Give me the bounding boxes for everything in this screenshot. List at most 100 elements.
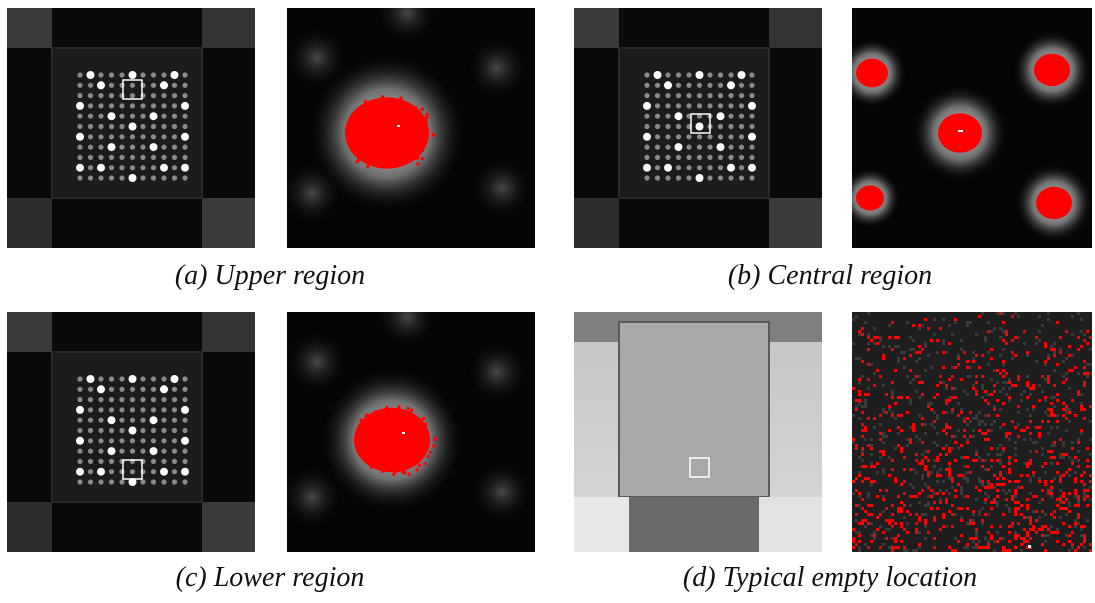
pad-dot	[87, 417, 94, 423]
highlight-blob	[938, 113, 982, 153]
pad-dot	[76, 101, 84, 110]
pad-dot	[161, 479, 167, 485]
pad-dot	[76, 436, 84, 445]
pad-dot	[171, 427, 178, 434]
pad-dot	[675, 72, 682, 78]
pad-dot	[119, 469, 125, 475]
pad-dot	[119, 448, 125, 454]
pad-dot	[717, 72, 724, 78]
pad-dot	[87, 427, 94, 434]
pad-dot	[170, 375, 179, 383]
pad-dot	[98, 144, 104, 150]
pad-dot	[129, 165, 136, 171]
pad-dot	[108, 438, 115, 444]
pad-dot	[77, 479, 83, 485]
pad-dot	[140, 438, 146, 444]
caption-d: (d) Typical empty location	[682, 562, 978, 593]
pad-dot	[128, 375, 137, 383]
pad-dot	[98, 376, 104, 382]
pad-dot	[738, 103, 745, 109]
pad-dot	[129, 103, 136, 109]
pad-dot	[98, 154, 104, 160]
chip-overview-image-b	[574, 8, 822, 248]
pad-dot	[665, 154, 671, 160]
pad-dot	[150, 134, 157, 140]
pad-dot	[128, 71, 137, 79]
selection-box	[690, 113, 711, 134]
pad-dot	[150, 427, 157, 434]
pad-dot	[160, 467, 168, 476]
pad-dot	[171, 479, 178, 485]
pad-dot	[707, 175, 713, 181]
pad-dot	[171, 175, 178, 181]
pad-dot	[738, 123, 745, 130]
pad-dot	[654, 165, 661, 171]
pad-dot	[77, 376, 83, 382]
pad-dot	[140, 72, 146, 78]
pad-dot	[675, 154, 682, 160]
pad-dot	[108, 397, 115, 403]
pad-dot	[654, 144, 661, 150]
pad-dot	[140, 93, 146, 99]
pad-dot	[171, 407, 178, 413]
pad-dot	[654, 93, 661, 99]
pad-dot	[129, 154, 136, 160]
pad-dot	[108, 72, 115, 78]
pad-dot	[675, 103, 682, 109]
pad-dot	[108, 386, 115, 392]
pad-dot	[695, 174, 704, 182]
pad-dot	[161, 458, 167, 464]
pad-dot	[738, 134, 745, 140]
pad-dot	[728, 175, 734, 181]
pad-dot	[119, 417, 125, 423]
pad-dot	[181, 132, 189, 141]
pad-dot	[150, 438, 157, 444]
pad-dot	[119, 103, 125, 109]
pad-dot	[128, 122, 137, 131]
pad-dot	[129, 438, 136, 444]
pad-dot	[675, 82, 682, 88]
pad-dot	[161, 144, 167, 150]
pad-dot	[171, 448, 178, 454]
pad-dot	[665, 103, 671, 109]
pad-dot	[87, 123, 94, 130]
pad-dot	[696, 93, 703, 99]
pad-dot	[87, 407, 94, 413]
pad-dot	[182, 123, 188, 130]
pad-dot	[140, 469, 146, 475]
pad-dot	[738, 93, 745, 99]
zoom-image-c	[287, 312, 535, 552]
pad-dot	[98, 93, 104, 99]
pad-dot	[140, 144, 146, 150]
pad-dot	[150, 93, 157, 99]
pad-dot	[727, 163, 735, 172]
pad-dot	[181, 467, 189, 476]
pad-dot	[161, 103, 167, 109]
pad-dot	[161, 134, 167, 140]
pad-dot	[717, 165, 724, 171]
pad-dot	[150, 123, 157, 130]
pad-dot	[182, 113, 188, 119]
pad-dot	[140, 134, 146, 140]
pad-dot	[749, 113, 755, 119]
pad-dot	[87, 397, 94, 403]
pad-dot	[749, 154, 755, 160]
pad-dot	[161, 376, 167, 382]
pad-dot	[119, 144, 125, 150]
pad-dot	[107, 416, 116, 425]
pad-dot	[182, 376, 188, 382]
pad-dot	[665, 72, 671, 78]
pad-dot	[129, 469, 136, 475]
pad-dot	[87, 113, 94, 119]
pad-dot	[182, 427, 188, 434]
pad-dot	[150, 165, 157, 171]
pad-dot	[728, 123, 734, 130]
pad-dot	[76, 467, 84, 476]
pad-dot	[717, 82, 724, 88]
pad-dot	[150, 397, 157, 403]
pad-dot	[707, 72, 713, 78]
pad-dot	[707, 93, 713, 99]
pad-dot	[171, 458, 178, 464]
pad-dot	[728, 72, 734, 78]
noise-zoom-image	[852, 312, 1092, 552]
